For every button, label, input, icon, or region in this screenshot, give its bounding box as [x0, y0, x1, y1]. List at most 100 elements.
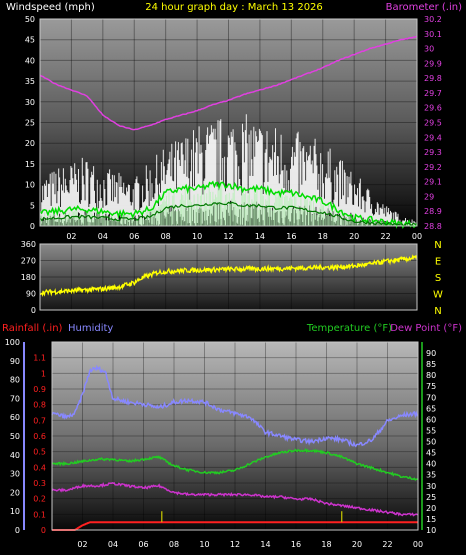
series-windspeed-base — [40, 181, 417, 226]
wind-x-tick-20: 20 — [349, 232, 359, 241]
temperature-tick-55: 55 — [426, 426, 436, 435]
rainfall-axis-label: Rainfall (.in) — [2, 323, 63, 334]
climate-x-tick-14: 14 — [260, 540, 270, 549]
direction-tick-270: 270 — [21, 257, 36, 266]
barometer-tick-13: 30.1 — [424, 30, 442, 39]
climate-x-tick-08: 08 — [169, 540, 179, 549]
climate-panel-frame — [51, 341, 419, 531]
barometer-tick-3: 29.1 — [424, 178, 442, 187]
barometer-tick-5: 29.3 — [424, 148, 442, 157]
climate-x-tick-06: 06 — [138, 540, 148, 549]
humidity-tick-20: 20 — [10, 488, 20, 497]
temperature-tick-90: 90 — [426, 349, 436, 358]
wind-panel-marks — [39, 35, 418, 229]
temperature-tick-15: 15 — [426, 515, 436, 524]
series-temperature — [51, 448, 419, 481]
climate-x-tick-02: 02 — [77, 540, 87, 549]
compass-label-4: N — [434, 240, 441, 251]
temperature-tick-75: 75 — [426, 382, 436, 391]
temperature-tick-30: 30 — [426, 482, 436, 491]
temperature-tick-80: 80 — [426, 371, 436, 380]
wind-x-tick-14: 14 — [255, 232, 265, 241]
windspeed-tick-0: 0 — [30, 222, 35, 231]
windspeed-tick-35: 35 — [25, 77, 35, 86]
barometer-tick-10: 29.8 — [424, 74, 442, 83]
wind-x-tick-08: 08 — [161, 232, 171, 241]
humidity-tick-0: 0 — [15, 526, 20, 535]
barometer-tick-4: 29.2 — [424, 163, 442, 172]
barometer-tick-9: 29.7 — [424, 89, 442, 98]
rainfall-tick-4: 0.4 — [33, 463, 46, 472]
windspeed-tick-50: 50 — [25, 15, 35, 24]
series-windspeed-average-low — [39, 201, 418, 228]
direction-tick-180: 180 — [21, 273, 36, 282]
barometer-tick-14: 30.2 — [424, 15, 442, 24]
rainfall-tick-0: 0 — [41, 526, 46, 535]
rainfall-tick-6: 0.6 — [33, 432, 46, 441]
climate-panel-marks — [51, 364, 419, 531]
temperature-tick-10: 10 — [426, 526, 436, 535]
series-wind-direction — [39, 254, 418, 298]
temperature-tick-25: 25 — [426, 493, 436, 502]
humidity-tick-100: 100 — [5, 338, 20, 347]
windspeed-tick-25: 25 — [25, 119, 35, 128]
temperature-axis-label: Temperature (°F) — [306, 323, 392, 334]
barometer-tick-12: 30 — [424, 45, 434, 54]
temperature-tick-85: 85 — [426, 360, 436, 369]
rainfall-tick-5: 0.5 — [33, 448, 46, 457]
barometer-tick-6: 29.4 — [424, 133, 442, 142]
temperature-tick-60: 60 — [426, 415, 436, 424]
rainfall-tick-10: 1 — [41, 369, 46, 378]
rainfall-tick-8: 0.8 — [33, 401, 46, 410]
wind-panel-ticks: 0 5 10 15 20 25 30 35 40 45 50 28.8 28.9 29 29.1 29.2 29… — [25, 15, 442, 241]
temperature-tick-35: 35 — [426, 471, 436, 480]
direction-panel-marks — [39, 254, 418, 298]
windspeed-tick-10: 10 — [25, 181, 35, 190]
barometer-tick-2: 29 — [424, 192, 434, 201]
rainfall-tick-11: 1.1 — [33, 354, 46, 363]
compass-label-3: E — [435, 257, 441, 268]
wind-x-tick-00: 00 — [412, 232, 422, 241]
humidity-tick-60: 60 — [10, 413, 20, 422]
wind-x-tick-18: 18 — [318, 232, 328, 241]
direction-panel-background — [40, 244, 417, 310]
rainfall-tick-1: 0.1 — [33, 510, 46, 519]
barometer-tick-7: 29.5 — [424, 119, 442, 128]
temperature-tick-65: 65 — [426, 404, 436, 413]
wind-x-tick-06: 06 — [129, 232, 139, 241]
windspeed-tick-15: 15 — [25, 160, 35, 169]
windspeed-tick-5: 5 — [30, 201, 35, 210]
wind-x-tick-22: 22 — [380, 232, 390, 241]
barometer-tick-1: 28.9 — [424, 207, 442, 216]
barometer-tick-11: 29.9 — [424, 59, 442, 68]
wind-x-tick-02: 02 — [66, 232, 76, 241]
climate-x-tick-18: 18 — [321, 540, 331, 549]
windspeed-tick-30: 30 — [25, 98, 35, 107]
climate-x-tick-04: 04 — [108, 540, 118, 549]
climate-panel-background — [52, 342, 418, 530]
direction-panel-frame — [39, 243, 418, 311]
compass-label-2: S — [435, 273, 441, 284]
climate-x-tick-12: 12 — [230, 540, 240, 549]
humidity-tick-80: 80 — [10, 376, 20, 385]
humidity-axis-label: Humidity — [68, 323, 113, 334]
barometer-axis-label: Barometer (.in) — [386, 2, 462, 13]
windspeed-axis-label: Windspeed (mph) — [6, 2, 95, 13]
climate-x-tick-10: 10 — [199, 540, 209, 549]
humidity-tick-50: 50 — [10, 432, 20, 441]
rainfall-tick-7: 0.7 — [33, 416, 46, 425]
wind-x-tick-10: 10 — [192, 232, 202, 241]
wind-x-tick-16: 16 — [286, 232, 296, 241]
humidity-tick-90: 90 — [10, 357, 20, 366]
dewpoint-axis-label: Dew Point (°F) — [390, 323, 462, 334]
chart-title: 24 hour graph day : March 13 2026 — [145, 2, 323, 13]
windspeed-tick-40: 40 — [25, 56, 35, 65]
temperature-tick-20: 20 — [426, 504, 436, 513]
rainfall-tick-9: 0.9 — [33, 385, 46, 394]
direction-panel-ticks: 0 N 90 W 180 S 270 E 360 N — [21, 240, 443, 317]
barometer-tick-8: 29.6 — [424, 104, 442, 113]
windspeed-tick-20: 20 — [25, 139, 35, 148]
barometer-tick-0: 28.8 — [424, 222, 442, 231]
temperature-tick-40: 40 — [426, 460, 436, 469]
